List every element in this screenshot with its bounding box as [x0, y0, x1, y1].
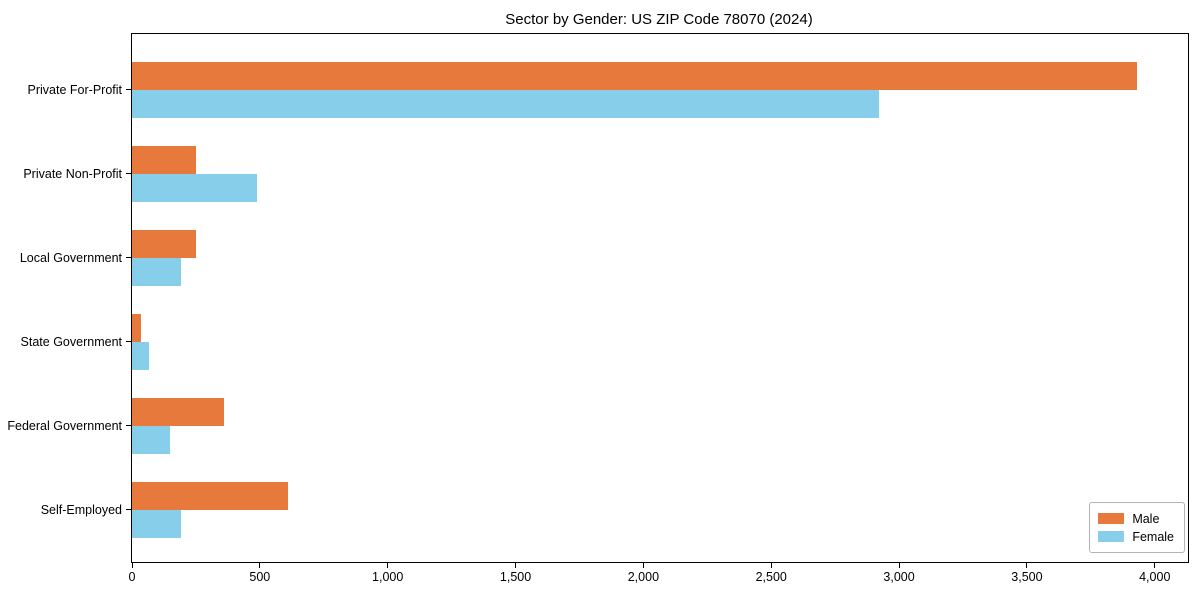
x-tick-label: 2,000 [627, 570, 660, 584]
bar-male-state-government [132, 313, 141, 342]
legend-swatch-female [1098, 531, 1125, 542]
bar-female-state-government [132, 341, 149, 370]
y-tick [126, 89, 131, 90]
bar-male-private-non-profit [132, 145, 196, 174]
bar-male-federal-government [132, 397, 224, 426]
y-tick [126, 341, 131, 342]
bar-male-private-for-profit [132, 61, 1137, 90]
bar-female-local-government [132, 257, 181, 286]
bar-male-self-employed [132, 481, 288, 510]
y-tick [126, 173, 131, 174]
x-tick-label: 1,500 [499, 570, 532, 584]
y-tick [126, 425, 131, 426]
x-tick-label: 3,500 [1011, 570, 1043, 584]
plot-area: Male Female [131, 33, 1189, 563]
x-tick [1026, 563, 1028, 568]
bar-male-local-government [132, 229, 196, 258]
x-tick-label: 2,500 [755, 570, 787, 584]
legend-item-male: Male [1098, 510, 1174, 527]
bar-female-private-non-profit [132, 173, 258, 202]
x-tick [898, 563, 900, 568]
x-tick-label: 4,000 [1139, 570, 1171, 584]
x-tick [1154, 563, 1156, 568]
category-label-state-government: State Government [20, 334, 122, 349]
legend-label-male: Male [1132, 511, 1160, 526]
x-tick [642, 563, 644, 568]
x-tick-label: 3,000 [883, 570, 915, 584]
legend-swatch-male [1098, 513, 1125, 524]
x-tick [515, 563, 517, 568]
category-label-private-for-profit: Private For-Profit [27, 82, 122, 97]
x-tick [770, 563, 772, 568]
legend: Male Female [1089, 502, 1185, 553]
category-label-self-employed: Self-Employed [40, 502, 122, 517]
x-tick-label: 500 [249, 570, 271, 584]
category-label-local-government: Local Government [19, 250, 122, 265]
x-tick [259, 563, 261, 568]
legend-label-female: Female [1132, 529, 1174, 544]
bar-female-federal-government [132, 425, 171, 454]
legend-item-female: Female [1098, 528, 1174, 545]
x-tick-label: 1,000 [372, 570, 404, 584]
category-label-federal-government: Federal Government [7, 418, 122, 433]
category-label-private-non-profit: Private Non-Profit [23, 166, 122, 181]
y-tick [126, 257, 131, 258]
chart-title: Sector by Gender: US ZIP Code 78070 (202… [505, 11, 813, 28]
bar-female-self-employed [132, 509, 181, 538]
x-tick [131, 563, 133, 568]
y-tick [126, 509, 131, 510]
x-tick-label: 0 [128, 570, 136, 584]
bar-female-private-for-profit [132, 89, 879, 118]
x-tick [387, 563, 389, 568]
